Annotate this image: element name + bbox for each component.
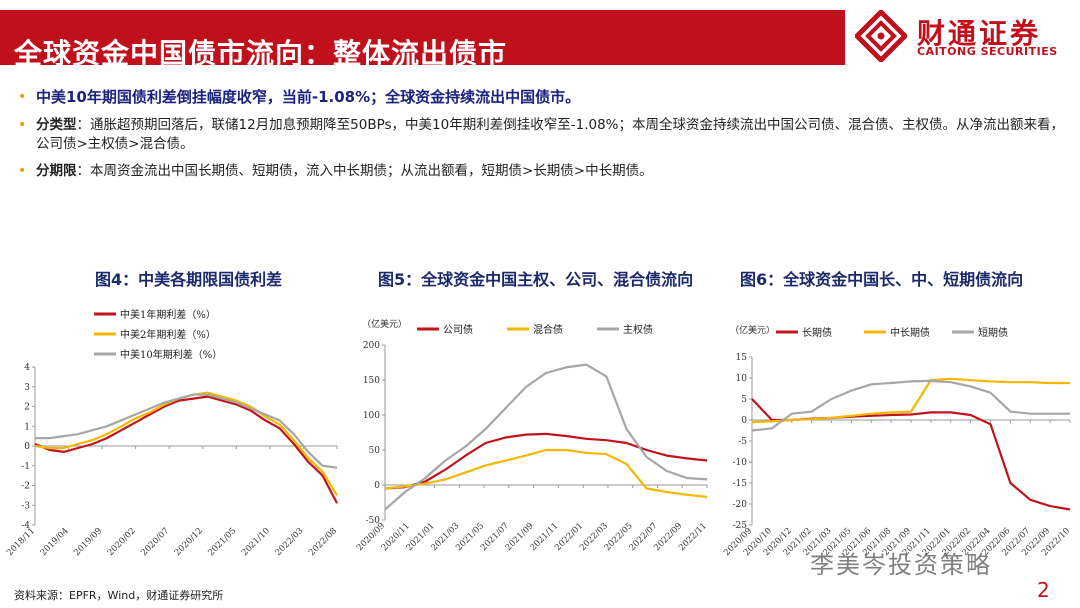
bullet-3-text: ：本周资金流出中国长期债、短期债，流入中长期债；从流出额看，短期债>长期债>中长… <box>76 163 653 179</box>
y-tick-label: 50 <box>369 446 381 456</box>
y-tick-label: 0 <box>374 481 380 491</box>
series-line-0 <box>384 432 708 490</box>
page-number: 2 <box>1037 578 1050 602</box>
fig5-title: 图5：全球资金中国主权、公司、混合债流向 <box>378 270 694 289</box>
y-tick-label: -50 <box>366 516 381 526</box>
y-tick-label: -4 <box>21 521 30 531</box>
series-line-2 <box>751 379 1070 432</box>
y-tick-label: 5 <box>741 395 747 405</box>
x-tick-label: 2020/02 <box>106 526 138 558</box>
legend-label-0: 公司债 <box>443 323 473 336</box>
series-line-1 <box>34 391 338 496</box>
legend-label-1: 混合债 <box>533 323 563 336</box>
legend-label-2: 中美10年期利差（%） <box>120 348 222 361</box>
logo-name-en: CAITONG SECURITIES <box>917 45 1058 58</box>
y-tick-label: 3 <box>24 383 30 393</box>
legend-label-2: 短期债 <box>978 326 1008 339</box>
title-bar: 全球资金中国债市流向：整体流出债市 <box>0 10 845 70</box>
y-tick-label: 4 <box>24 363 30 373</box>
bullet-2-text: ：通胀超预期回落后，联储12月加息预期降至50BPs，中美10年期利差倒挂收窄至… <box>36 117 1064 152</box>
y-tick-label: -5 <box>738 437 747 447</box>
x-tick-label: 2021/10 <box>240 526 272 558</box>
series-line-2 <box>384 363 708 511</box>
legend-label-1: 中长期债 <box>890 326 930 339</box>
x-tick-label: 2020/12 <box>173 526 205 558</box>
fig6-title: 图6：全球资金中国长、中、短期债流向 <box>740 270 1024 289</box>
legend-label-0: 中美1年期利差（%） <box>120 308 216 321</box>
y-tick-label: 2 <box>24 403 30 413</box>
fig4-title: 图4：中美各期限国债利差 <box>95 270 283 289</box>
series-line-1 <box>384 448 708 498</box>
x-tick-label: 2019/04 <box>39 526 71 558</box>
watermark: 李美岑投资策略 <box>810 551 992 579</box>
source-note: 资料来源：EPFR，Wind，财通证券研究所 <box>14 589 224 602</box>
y-tick-label: 0 <box>741 416 747 426</box>
y-tick-label: -25 <box>733 521 748 531</box>
x-tick-label: 2022/03 <box>274 526 306 558</box>
y-tick-label: 1 <box>24 422 30 432</box>
header: 全球资金中国债市流向：整体流出债市 财通证券 CAITONG SECURITIE… <box>0 0 1080 70</box>
series-line-0 <box>34 395 338 504</box>
y-tick-label: 200 <box>363 341 380 351</box>
legend-label-2: 主权债 <box>623 323 653 336</box>
bullet-2-key: 分类型 <box>36 117 77 133</box>
chart-fig6: （亿美元）151050-5-10-15-20-252020/092020/102… <box>722 324 1072 558</box>
series-line-1 <box>751 377 1070 424</box>
x-tick-label: 2022/08 <box>307 526 339 558</box>
bullet-1: 中美10年期国债利差倒挂幅度收窄，当前-1.08%；全球资金持续流出中国债市。 <box>18 88 1068 108</box>
bullet-3: 分期限：本周资金流出中国长期债、短期债，流入中长期债；从流出额看，短期债>长期债… <box>18 162 1068 181</box>
y-tick-label: -1 <box>21 462 30 472</box>
unit-label: （亿美元） <box>730 324 775 336</box>
logo-name-zh: 财通证券 <box>917 17 1042 50</box>
y-tick-label: -3 <box>21 501 30 511</box>
y-tick-label: 150 <box>363 376 380 386</box>
x-tick-label: 2021/05 <box>206 526 238 558</box>
chart-fig5: （亿美元）200150100500-502020/092020/112021/0… <box>355 318 709 553</box>
y-tick-label: 0 <box>24 442 30 452</box>
legend-label-1: 中美2年期利差（%） <box>120 328 216 341</box>
bullet-3-key: 分期限 <box>36 163 77 179</box>
legend-label-0: 长期债 <box>802 326 832 339</box>
bullet-1-text: 中美10年期国债利差倒挂幅度收窄，当前-1.08%；全球资金持续流出中国债市。 <box>36 88 581 106</box>
y-tick-label: 100 <box>363 411 380 421</box>
logo-emblem-icon <box>855 10 907 62</box>
unit-label: （亿美元） <box>362 318 407 330</box>
y-tick-label: 10 <box>736 374 748 384</box>
summary-bullets: 中美10年期国债利差倒挂幅度收窄，当前-1.08%；全球资金持续流出中国债市。 … <box>18 88 1068 189</box>
y-tick-label: -15 <box>733 479 748 489</box>
y-tick-label: 15 <box>736 353 748 363</box>
x-tick-label: 2019/09 <box>72 526 104 558</box>
bullet-2: 分类型：通胀超预期回落后，联储12月加息预期降至50BPs，中美10年期利差倒挂… <box>18 116 1068 154</box>
page-title: 全球资金中国债市流向：整体流出债市 <box>14 37 508 70</box>
y-tick-label: -20 <box>733 500 748 510</box>
series-line-2 <box>35 393 338 469</box>
company-logo: 财通证券 CAITONG SECURITIES <box>855 10 1070 62</box>
y-tick-label: -10 <box>733 458 748 468</box>
x-tick-label: 2020/07 <box>139 526 171 558</box>
y-tick-label: -2 <box>21 482 30 492</box>
series-line-0 <box>751 398 1071 511</box>
